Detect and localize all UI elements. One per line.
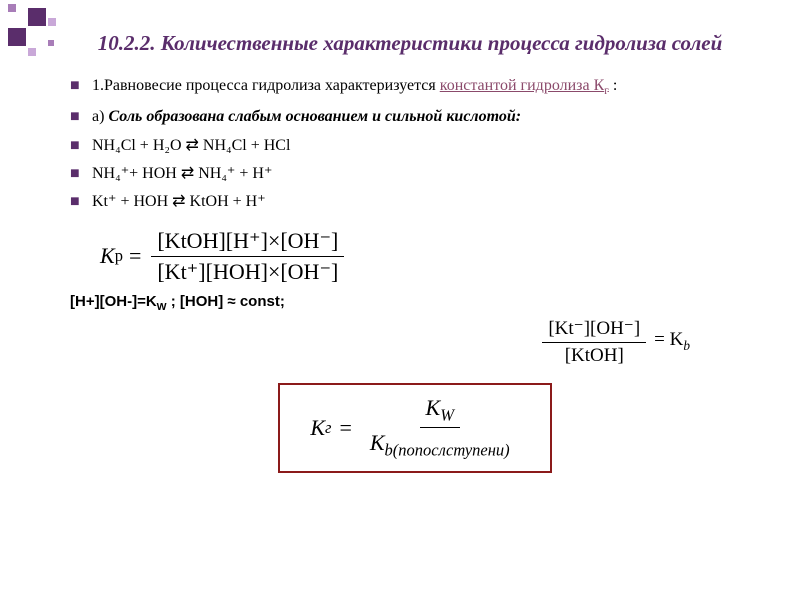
equation-3: ■ Kt⁺ + HOH ⇄ KtOH + H⁺: [70, 191, 760, 213]
bullet-1-post: :: [609, 77, 617, 94]
kb-num: [Kt⁻][OH⁻]: [542, 317, 646, 343]
kp-den: [Kt⁺][HOH]×[OH⁻]: [151, 257, 344, 285]
formula-kb: [Kt⁻][OH⁻] [KtOH] = Kb: [70, 317, 760, 367]
bullet-2-label: а): [92, 108, 108, 125]
box-num: K: [426, 395, 441, 420]
note-text2: ; [HOH] ≈ const;: [167, 293, 285, 310]
kp-lhs: K: [100, 243, 115, 269]
bullet-marker: ■: [70, 106, 92, 128]
box-den: K: [370, 430, 385, 455]
eq2-text: NH₄⁺+ HOH ⇄ NH₄⁺ + H⁺: [92, 163, 760, 185]
note-sub: W: [157, 301, 167, 313]
equation-2: ■ NH₄⁺+ HOH ⇄ NH₄⁺ + H⁺: [70, 163, 760, 185]
box-lhs: K: [310, 415, 325, 441]
eq1-text: NH₄Cl + H₂O ⇄ NH₄Cl + HCl: [92, 135, 760, 157]
note-text: [H+][OH-]=K: [70, 293, 157, 310]
bullet-marker: ■: [70, 75, 92, 97]
kp-num: [KtOH][H⁺]×[OH⁻]: [151, 228, 344, 257]
kp-lhs-sub: p: [115, 246, 123, 266]
kb-eq: = K: [654, 329, 683, 350]
eq3-text: Kt⁺ + HOH ⇄ KtOH + H⁺: [92, 191, 760, 213]
slide-title: 10.2.2. Количественные характеристики пр…: [60, 30, 760, 57]
kp-eq: =: [129, 243, 141, 269]
equation-1: ■ NH₄Cl + H₂O ⇄ NH₄Cl + HCl: [70, 135, 760, 157]
box-den-sub: b(попослступени): [385, 441, 510, 460]
bullet-1: ■ 1.Равновесие процесса гидролиза характ…: [70, 75, 760, 100]
box-lhs-sub: г: [325, 418, 331, 438]
note-row: [H+][OH-]=KW ; [HOH] ≈ const;: [70, 293, 760, 313]
bullet-marker: ■: [70, 135, 92, 157]
bullet-1-pre: 1.Равновесие процесса гидролиза характер…: [92, 77, 440, 94]
bullet-2: ■ а) Соль образована слабым основанием и…: [70, 106, 760, 128]
bullet-1-link: константой гидролиза К: [440, 77, 605, 94]
bullet-marker: ■: [70, 163, 92, 185]
bullet-2-text: Соль образована слабым основанием и силь…: [108, 108, 521, 125]
corner-decoration: [0, 0, 60, 60]
box-num-sub: W: [440, 405, 454, 424]
boxed-formula: Kг = KW Kb(попослступени): [278, 383, 551, 473]
kb-sub: b: [683, 338, 690, 353]
kb-den: [KtOH]: [559, 343, 630, 367]
box-eq: =: [339, 415, 351, 441]
content-area: ■ 1.Равновесие процесса гидролиза характ…: [60, 75, 760, 472]
formula-kp: Kp = [KtOH][H⁺]×[OH⁻] [Kt⁺][HOH]×[OH⁻]: [100, 228, 760, 285]
bullet-marker: ■: [70, 191, 92, 213]
